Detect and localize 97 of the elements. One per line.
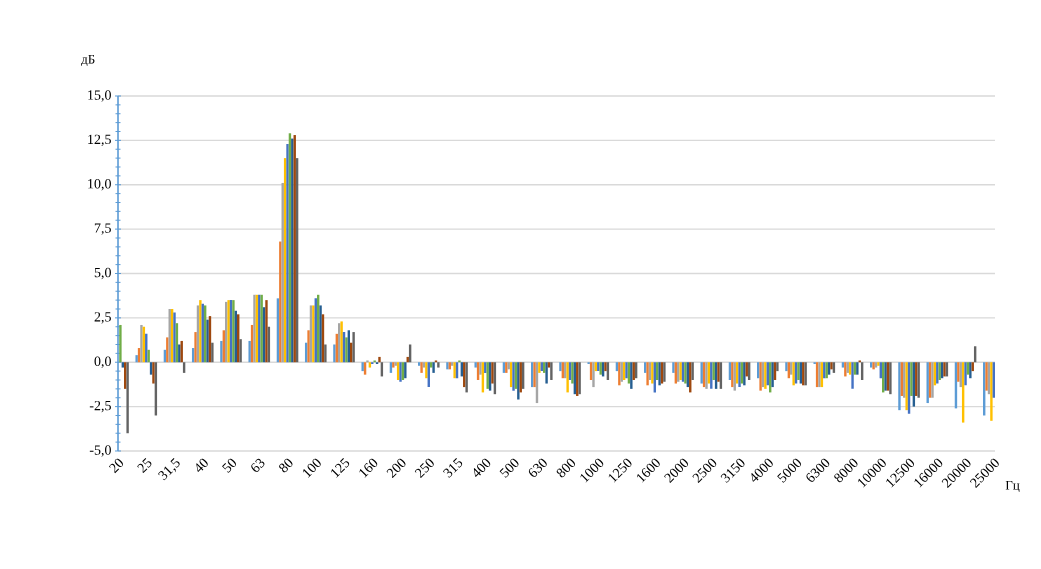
bar: [841, 362, 845, 368]
bar: [545, 362, 548, 384]
bar: [166, 337, 169, 363]
bar: [630, 362, 633, 389]
x-tick-label: 630: [528, 458, 547, 477]
bar: [550, 362, 553, 380]
y-tick-label: 10,0: [88, 179, 111, 191]
bar: [851, 362, 854, 389]
y-tick-label: 0,0: [94, 356, 111, 368]
x-tick-label: 40: [196, 458, 208, 472]
x-tick-label: 500: [499, 458, 519, 478]
bar: [566, 362, 569, 393]
bar: [324, 344, 327, 363]
bar: [926, 362, 929, 404]
y-tick-label: -5,0: [89, 445, 111, 457]
bar: [319, 305, 322, 363]
bar: [147, 349, 150, 363]
x-axis-title: Гц: [1005, 480, 1020, 492]
bar: [559, 362, 562, 372]
bar: [712, 362, 715, 380]
bar: [248, 340, 251, 363]
x-tick-label: 200: [386, 458, 406, 479]
x-tick-label: 31,5: [158, 458, 180, 481]
bar: [474, 362, 477, 368]
bar: [121, 362, 125, 368]
y-tick-label: 2,5: [94, 312, 111, 324]
bar: [491, 362, 494, 384]
bar: [432, 362, 435, 373]
bar: [345, 337, 348, 363]
bar: [135, 355, 138, 363]
bar: [592, 362, 595, 388]
bar: [178, 344, 181, 363]
x-tick-label: 100: [302, 458, 321, 478]
bar: [239, 339, 242, 363]
bar: [910, 362, 913, 396]
bar: [378, 356, 381, 363]
bar: [420, 362, 423, 373]
bar: [717, 362, 720, 382]
x-tick-label: 400: [473, 458, 491, 477]
bar: [785, 362, 788, 372]
bar: [691, 362, 694, 380]
bar: [279, 241, 282, 363]
bar: [957, 362, 960, 382]
y-tick-label: 12,5: [88, 134, 111, 147]
bar: [618, 362, 621, 386]
bar: [194, 332, 197, 363]
bar: [646, 362, 649, 386]
bar: [898, 362, 901, 411]
bar: [844, 362, 847, 377]
bar: [465, 362, 468, 393]
bar: [265, 300, 268, 363]
x-tick-label: 800: [556, 458, 576, 478]
bar: [776, 362, 779, 372]
y-tick-label: 15,0: [88, 90, 111, 102]
x-tick-label: 250: [414, 458, 434, 479]
bar: [119, 324, 122, 363]
bar: [126, 362, 129, 434]
y-tick-label: 7,5: [94, 223, 111, 235]
bar: [700, 362, 703, 384]
bar: [352, 332, 355, 363]
bar: [889, 362, 892, 395]
bar: [211, 342, 214, 363]
x-tick-label: 20: [109, 458, 123, 474]
bar: [969, 362, 972, 379]
bar: [771, 362, 774, 388]
y-axis-title: дБ: [81, 54, 95, 66]
bar: [333, 344, 336, 363]
x-tick-label: 25: [137, 458, 152, 474]
x-tick-label: 125: [331, 458, 350, 478]
bar: [425, 362, 428, 379]
bar: [422, 362, 426, 368]
bar: [672, 362, 675, 373]
bar: [307, 330, 310, 363]
x-tick-label: 50: [222, 458, 237, 473]
bar: [964, 362, 967, 386]
bar: [220, 340, 223, 363]
x-tick-label: 63: [251, 458, 265, 472]
bar: [604, 362, 607, 372]
bar: [429, 362, 433, 368]
bar: [286, 143, 289, 363]
bar: [368, 362, 372, 368]
x-tick-label: 160: [359, 458, 378, 478]
x-tick-label: 80: [279, 458, 293, 473]
bar: [738, 362, 741, 388]
x-tick-label: 315: [443, 458, 463, 478]
bar: [437, 362, 440, 368]
bar: [651, 362, 654, 384]
bar: [152, 362, 155, 384]
bar: [479, 362, 482, 375]
bar: [571, 362, 574, 384]
bar: [797, 362, 800, 380]
y-tick-label: -2,5: [89, 400, 111, 413]
bar: [517, 362, 520, 400]
bar: [547, 362, 551, 368]
y-tick-label: 5,0: [94, 267, 111, 280]
bar: [990, 362, 993, 421]
bar: [985, 362, 988, 391]
